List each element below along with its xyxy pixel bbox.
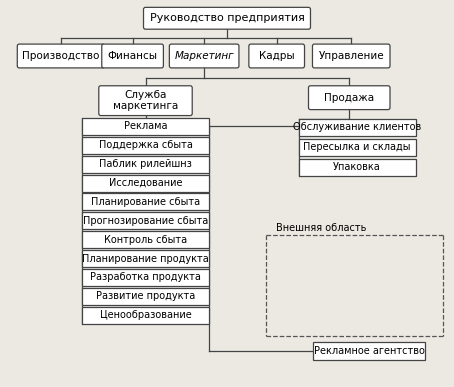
Bar [82, 307, 209, 324]
Bar [313, 342, 425, 360]
FancyBboxPatch shape [312, 44, 390, 68]
Text: Рекламное агентство: Рекламное агентство [314, 346, 424, 356]
Bar [82, 269, 209, 286]
Text: Поддержка сбыта: Поддержка сбыта [99, 140, 192, 150]
Bar [82, 212, 209, 229]
Bar [82, 118, 209, 135]
Bar [82, 250, 209, 267]
FancyBboxPatch shape [249, 44, 305, 68]
Text: Финансы: Финансы [108, 51, 158, 61]
Bar [82, 231, 209, 248]
Text: Реклама: Реклама [124, 122, 167, 132]
Text: Ценообразование: Ценообразование [99, 310, 192, 320]
Text: Внешняя область: Внешняя область [276, 223, 366, 233]
Text: Упаковка: Упаковка [333, 162, 381, 172]
Text: Управление: Управление [318, 51, 384, 61]
FancyBboxPatch shape [102, 44, 163, 68]
Text: Контроль сбыта: Контроль сбыта [104, 235, 187, 245]
Bar [299, 159, 416, 176]
Text: Продажа: Продажа [324, 93, 374, 103]
Text: Маркетинг: Маркетинг [174, 51, 234, 61]
Bar [82, 137, 209, 154]
Text: Исследование: Исследование [109, 178, 182, 188]
FancyBboxPatch shape [143, 7, 311, 29]
Text: Производство: Производство [22, 51, 100, 61]
Bar [82, 175, 209, 192]
Text: Планирование продукта: Планирование продукта [82, 253, 209, 264]
Text: Прогнозирование сбыта: Прогнозирование сбыта [83, 216, 208, 226]
FancyBboxPatch shape [309, 86, 390, 110]
FancyBboxPatch shape [17, 44, 105, 68]
Text: Развитие продукта: Развитие продукта [96, 291, 195, 301]
Bar [82, 194, 209, 211]
Bar [299, 119, 416, 136]
Bar [82, 156, 209, 173]
Text: Руководство предприятия: Руководство предприятия [149, 13, 305, 23]
FancyBboxPatch shape [99, 86, 192, 116]
Bar [299, 139, 416, 156]
Bar [82, 288, 209, 305]
Text: Обслуживание клиентов: Обслуживание клиентов [293, 122, 421, 132]
FancyBboxPatch shape [169, 44, 239, 68]
Text: Разработка продукта: Разработка продукта [90, 272, 201, 283]
Text: Кадры: Кадры [259, 51, 295, 61]
Text: Планирование сбыта: Планирование сбыта [91, 197, 200, 207]
Text: Паблик рилейшнз: Паблик рилейшнз [99, 159, 192, 169]
Text: Служба
маркетинга: Служба маркетинга [113, 90, 178, 111]
Text: Пересылка и склады: Пересылка и склады [303, 142, 411, 152]
